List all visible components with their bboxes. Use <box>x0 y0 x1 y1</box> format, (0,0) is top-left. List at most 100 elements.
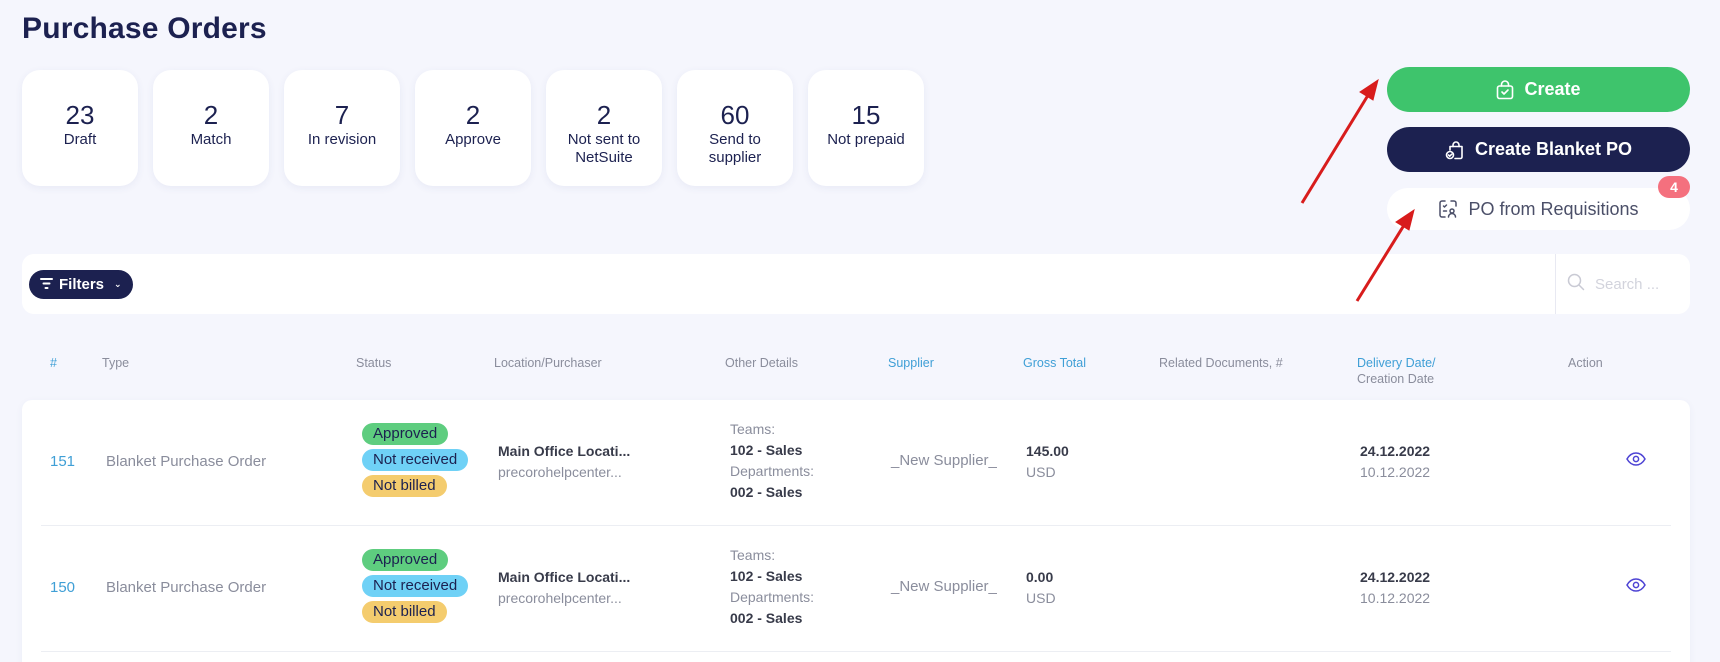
table-row[interactable]: 150 Blanket Purchase Order Approved Not … <box>41 526 1671 652</box>
creation-date: 10.12.2022 <box>1360 590 1431 606</box>
column-header-location: Location/Purchaser <box>494 356 602 370</box>
search-input[interactable] <box>1595 275 1685 293</box>
create-button[interactable]: Create <box>1387 67 1690 112</box>
stat-value: 2 <box>465 100 481 130</box>
column-header-status: Status <box>356 356 392 370</box>
stat-value: 15 <box>851 100 881 130</box>
status-summary-cards: 23 Draft 2 Match 7 In revision 2 Approve… <box>22 70 924 186</box>
stat-card-match[interactable]: 2 Match <box>153 70 269 186</box>
page-title: Purchase Orders <box>22 12 267 45</box>
stat-label: Match <box>190 131 232 148</box>
other-details: Teams: 102 - Sales Departments: 002 - Sa… <box>730 419 814 503</box>
create-blanket-po-button[interactable]: Create Blanket PO <box>1387 127 1690 172</box>
delivery-date-label: Delivery Date/ <box>1357 356 1436 370</box>
supplier-name: _New Supplier_ <box>891 452 997 469</box>
creation-date-label: Creation Date <box>1357 372 1435 386</box>
departments-value: 002 - Sales <box>730 484 803 500</box>
status-badges: Approved Not received Not billed <box>362 423 469 497</box>
stat-label: Not prepaid <box>827 131 905 148</box>
column-header-supplier[interactable]: Supplier <box>888 356 934 370</box>
stat-card-not-prepaid[interactable]: 15 Not prepaid <box>808 70 924 186</box>
stat-label: Not sent to NetSuite <box>567 131 641 166</box>
status-badge-not-received: Not received <box>362 449 469 471</box>
stat-value: 2 <box>203 100 219 130</box>
filters-button[interactable]: Filters ⌄ <box>29 270 133 299</box>
location-purchaser: Main Office Locati... precorohelpcenter.… <box>498 440 630 482</box>
delivery-date: 24.12.2022 <box>1360 569 1431 585</box>
teams-label: Teams: <box>730 421 776 437</box>
view-eye-icon[interactable] <box>1626 452 1646 471</box>
gross-total: 145.00 USD <box>1026 441 1069 483</box>
gross-total-amount: 145.00 <box>1026 443 1069 459</box>
po-number-link[interactable]: 150 <box>50 579 76 596</box>
status-badge-not-billed: Not billed <box>362 601 447 623</box>
column-header-other-details: Other Details <box>725 356 798 370</box>
po-type: Blanket Purchase Order <box>106 579 267 596</box>
table-row[interactable]: 151 Blanket Purchase Order Approved Not … <box>41 400 1671 526</box>
requisition-icon <box>1438 199 1458 219</box>
table-header: # Type Status Location/Purchaser Other D… <box>0 355 1720 395</box>
departments-value: 002 - Sales <box>730 610 803 626</box>
column-header-number[interactable]: # <box>50 356 57 370</box>
status-badge-approved: Approved <box>362 549 449 571</box>
view-eye-icon[interactable] <box>1626 578 1646 597</box>
chevron-down-icon: ⌄ <box>114 279 122 289</box>
create-blanket-po-label: Create Blanket PO <box>1474 139 1633 159</box>
gross-total: 0.00 USD <box>1026 567 1056 609</box>
stat-card-approve[interactable]: 2 Approve <box>415 70 531 186</box>
stat-value: 7 <box>334 100 350 130</box>
po-from-requisitions-button[interactable]: PO from Requisitions <box>1387 188 1690 230</box>
location-purchaser: Main Office Locati... precorohelpcenter.… <box>498 566 630 608</box>
stat-card-draft[interactable]: 23 Draft <box>22 70 138 186</box>
dates: 24.12.2022 10.12.2022 <box>1360 441 1430 483</box>
po-type: Blanket Purchase Order <box>106 453 267 470</box>
column-header-action: Action <box>1568 356 1603 370</box>
supplier-name: _New Supplier_ <box>891 578 997 595</box>
filter-icon <box>40 276 53 293</box>
purchaser-name: precorohelpcenter... <box>498 464 622 480</box>
po-number-link[interactable]: 151 <box>50 453 76 470</box>
filters-label: Filters <box>59 276 105 293</box>
stat-card-not-sent-to-netsuite[interactable]: 2 Not sent to NetSuite <box>546 70 662 186</box>
search-box <box>1555 254 1690 314</box>
column-header-type: Type <box>102 356 130 370</box>
filter-bar: Filters ⌄ <box>22 254 1690 314</box>
departments-label: Departments: <box>730 589 815 605</box>
column-header-gross-total[interactable]: Gross Total <box>1023 356 1086 370</box>
column-header-related-documents: Related Documents, # <box>1159 356 1283 370</box>
stat-value: 23 <box>65 100 95 130</box>
stat-label: Draft <box>63 131 97 148</box>
stat-label: In revision <box>307 131 377 148</box>
status-badge-not-billed: Not billed <box>362 475 447 497</box>
status-badge-not-received: Not received <box>362 575 469 597</box>
dates: 24.12.2022 10.12.2022 <box>1360 567 1430 609</box>
departments-label: Departments: <box>730 463 815 479</box>
location-name: Main Office Locati... <box>498 569 631 585</box>
gross-total-currency: USD <box>1026 464 1056 480</box>
create-button-label: Create <box>1524 79 1581 99</box>
status-badges: Approved Not received Not billed <box>362 549 469 623</box>
column-header-delivery-date[interactable]: Delivery Date/ Creation Date <box>1357 355 1436 387</box>
gross-total-currency: USD <box>1026 590 1056 606</box>
purchase-orders-table: 151 Blanket Purchase Order Approved Not … <box>22 400 1690 662</box>
stat-label: Approve <box>445 131 501 148</box>
stat-card-send-to-supplier[interactable]: 60 Send to supplier <box>677 70 793 186</box>
teams-label: Teams: <box>730 547 776 563</box>
stat-card-in-revision[interactable]: 7 In revision <box>284 70 400 186</box>
search-icon <box>1567 273 1585 296</box>
stat-value: 60 <box>720 100 750 130</box>
delivery-date: 24.12.2022 <box>1360 443 1431 459</box>
teams-value: 102 - Sales <box>730 568 803 584</box>
stat-label: Send to supplier <box>708 131 762 166</box>
status-badge-approved: Approved <box>362 423 449 445</box>
location-name: Main Office Locati... <box>498 443 631 459</box>
shopping-bag-check-icon <box>1496 79 1514 100</box>
blanket-bag-icon <box>1445 140 1465 160</box>
creation-date: 10.12.2022 <box>1360 464 1431 480</box>
purchaser-name: precorohelpcenter... <box>498 590 622 606</box>
gross-total-amount: 0.00 <box>1026 569 1054 585</box>
stat-value: 2 <box>596 100 612 130</box>
other-details: Teams: 102 - Sales Departments: 002 - Sa… <box>730 545 814 629</box>
teams-value: 102 - Sales <box>730 442 803 458</box>
po-from-requisitions-label: PO from Requisitions <box>1468 198 1639 219</box>
